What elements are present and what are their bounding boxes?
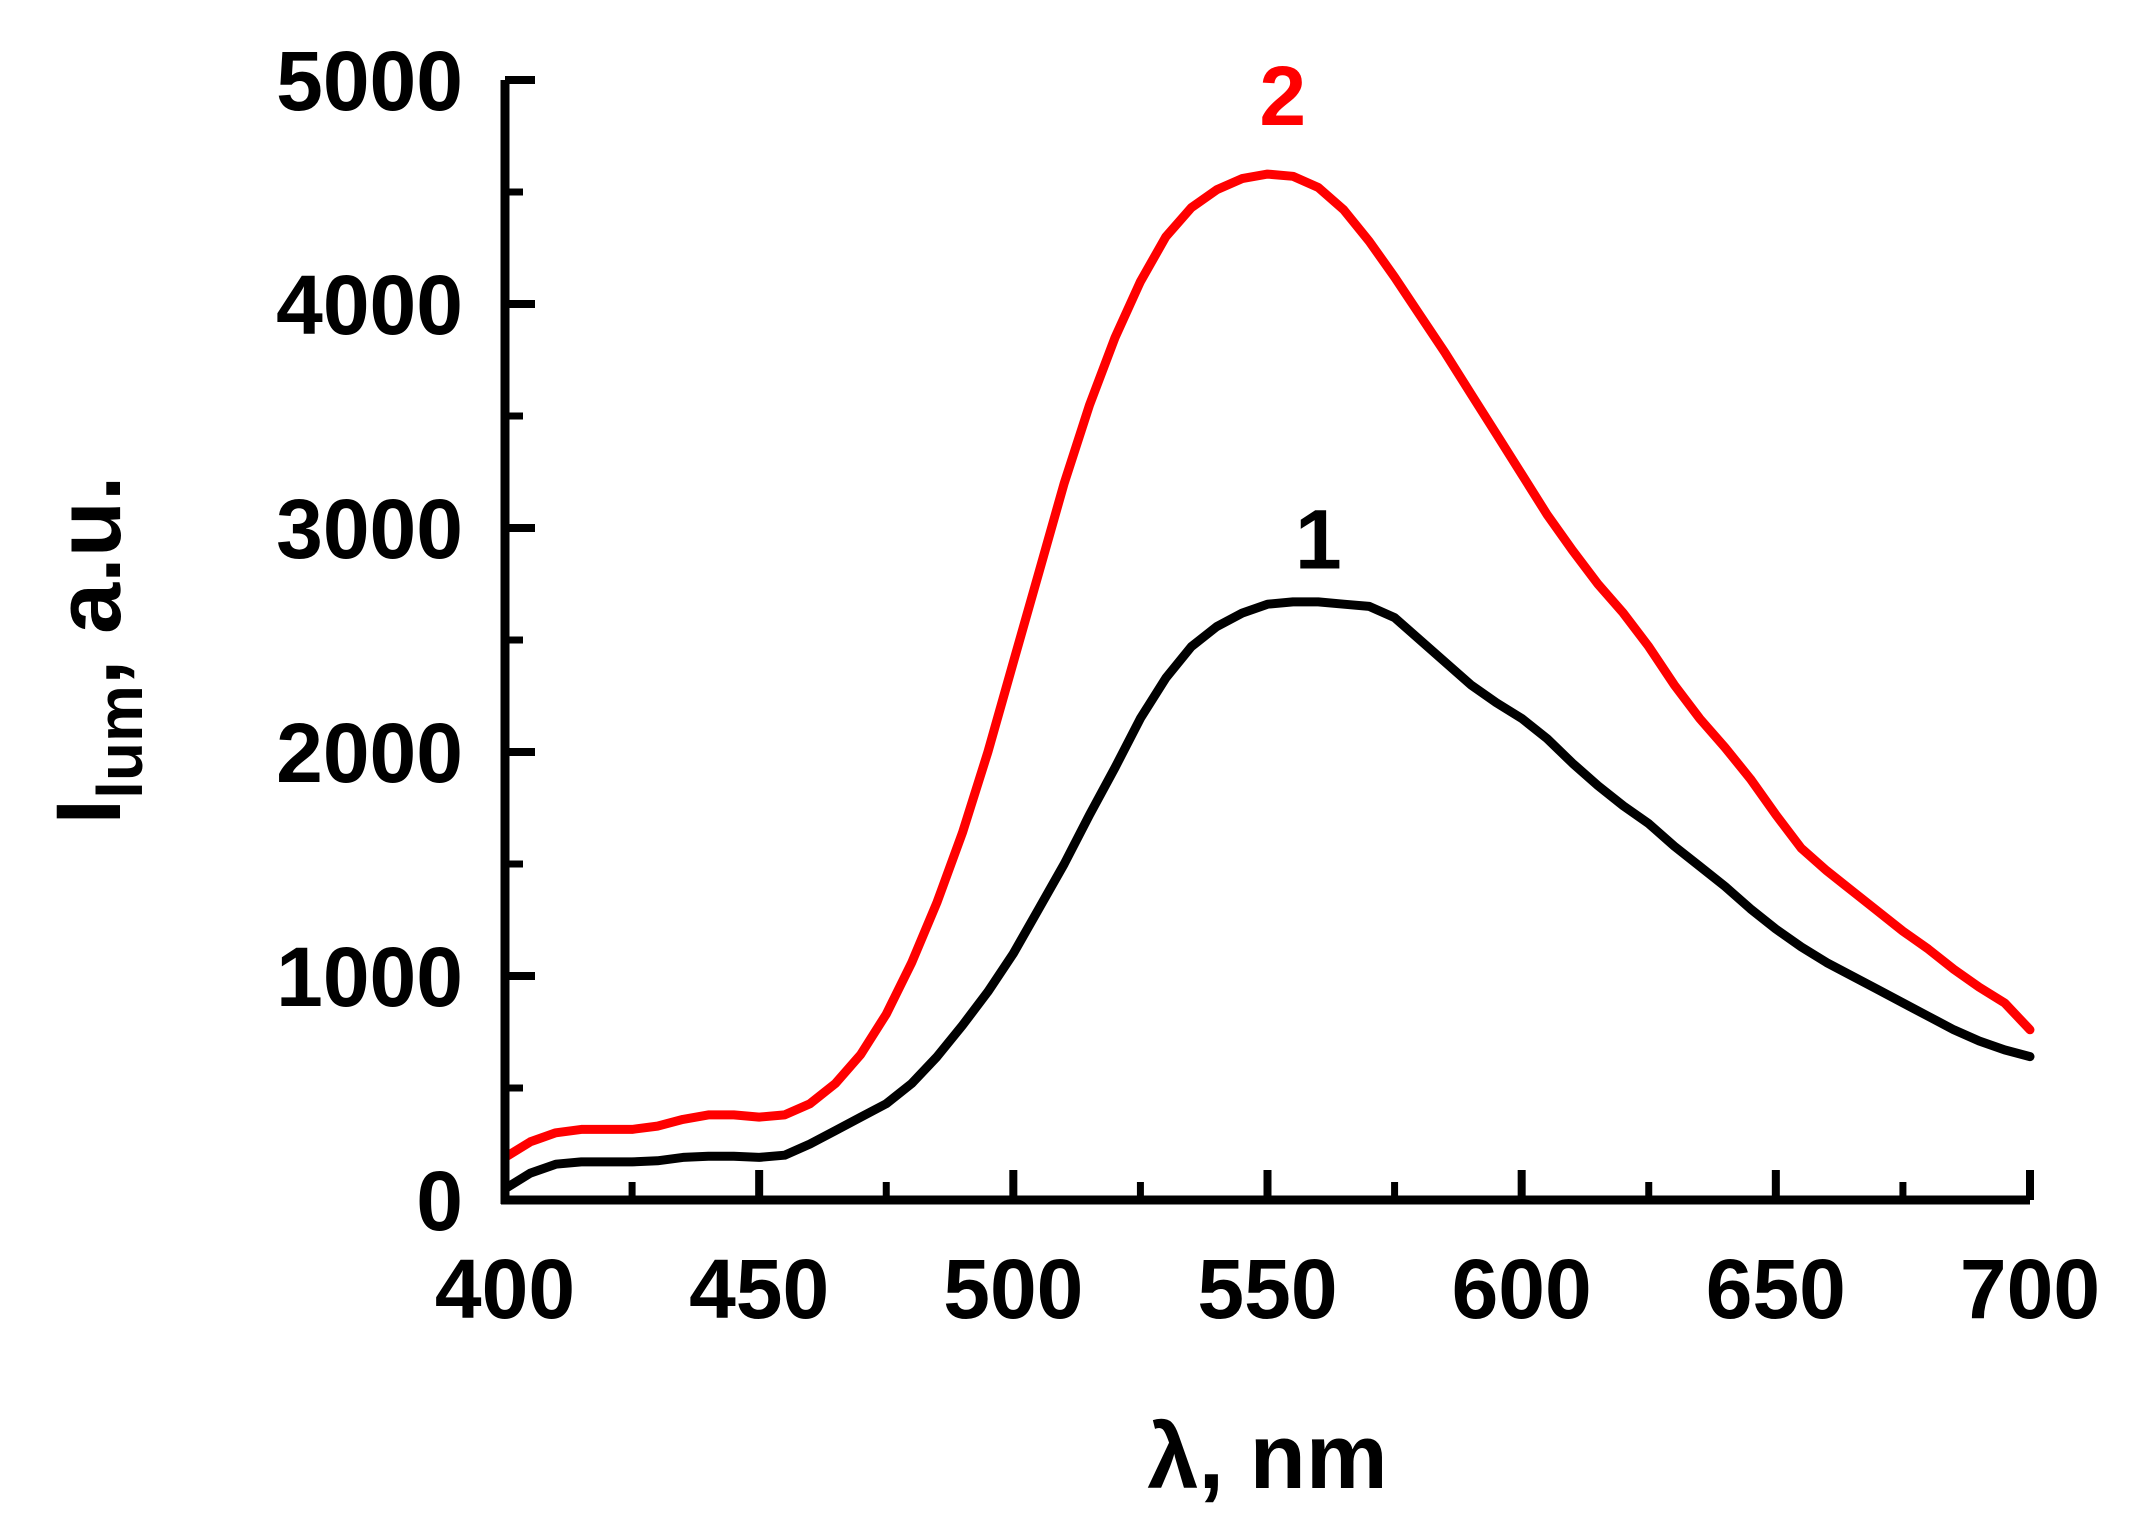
y-axis-title-rest: , a.u. [38,476,140,686]
x-tick-label: 550 [1197,1242,1337,1336]
labels: λ, nm Ilum, a.u. 1 2 400 450 500 550 600 650 700… [38,34,2100,1508]
series-label-1: 1 [1295,492,1342,586]
y-tick-label: 1000 [276,930,463,1024]
y-tick-label: 5000 [276,34,463,128]
y-tick-label: 2000 [276,706,463,800]
x-axis-title: λ, nm [1147,1406,1387,1508]
x-tick-label: 700 [1960,1242,2100,1336]
y-axis-title-subscript: lum [84,685,156,799]
axes [500,76,2034,1205]
series-line-1 [500,597,2035,1194]
series-label-2: 2 [1259,49,1306,143]
y-tick-label: 3000 [276,482,463,576]
x-tick-label: 500 [943,1242,1083,1336]
y-axis-title: Ilum, a.u. [38,476,156,825]
x-tick-label: 650 [1706,1242,1846,1336]
y-tick-label: 0 [416,1154,463,1248]
y-tick-label: 4000 [276,258,463,352]
series-line-2 [500,169,2035,1162]
x-tick-label: 600 [1452,1242,1592,1336]
x-tick-label: 450 [689,1242,829,1336]
x-tick-label: 400 [435,1242,575,1336]
y-axis-title-main: I [38,799,140,825]
series-layer [500,169,2035,1194]
